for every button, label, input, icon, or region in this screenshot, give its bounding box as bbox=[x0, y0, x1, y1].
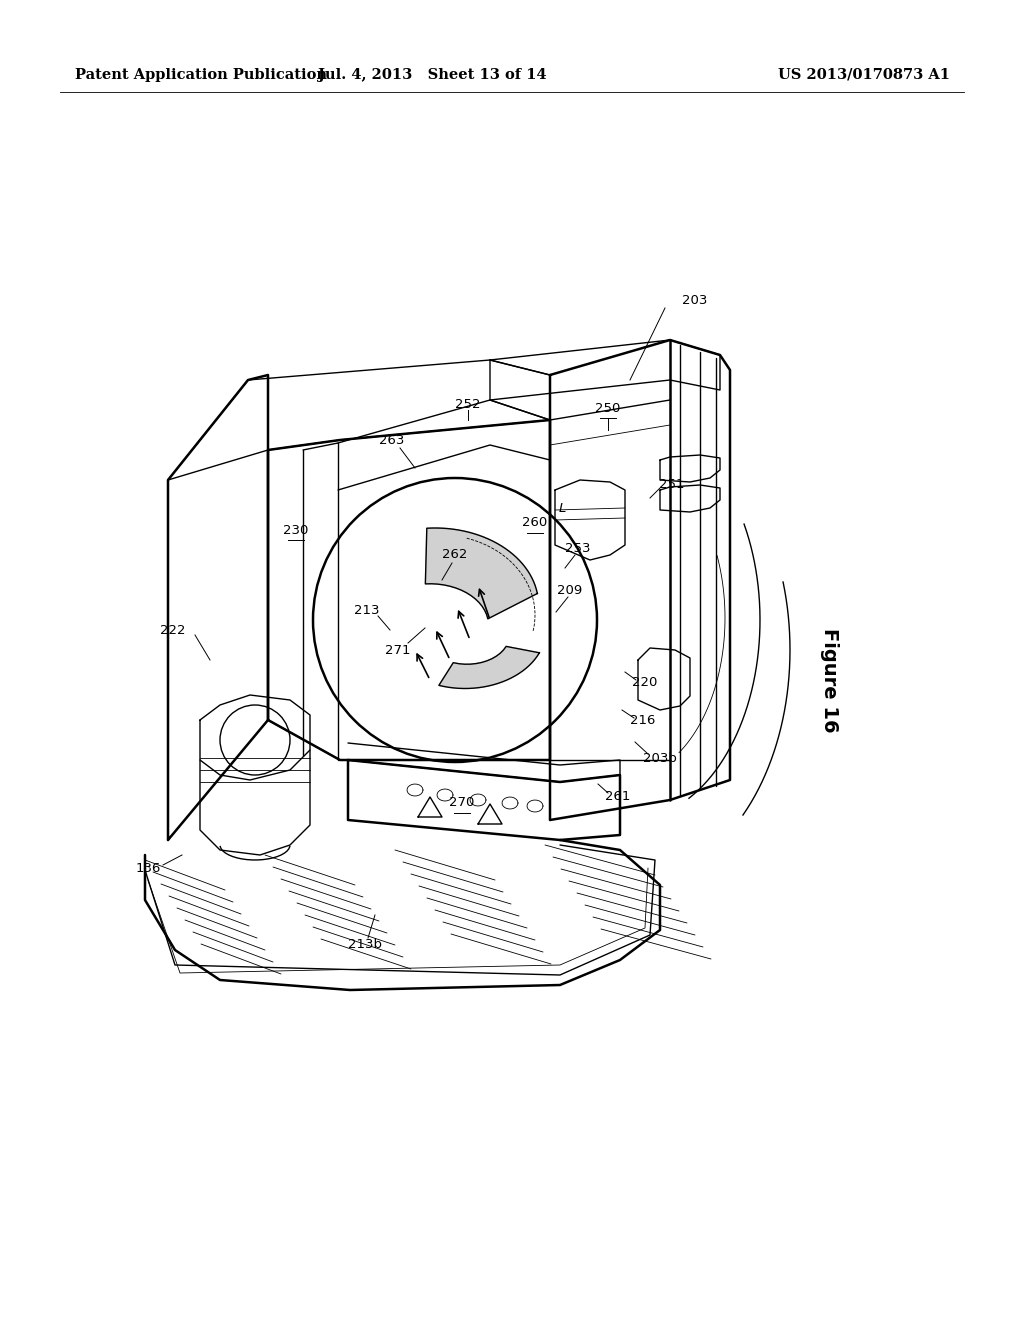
Text: 270: 270 bbox=[450, 796, 475, 809]
Text: Jul. 4, 2013   Sheet 13 of 14: Jul. 4, 2013 Sheet 13 of 14 bbox=[317, 69, 547, 82]
Text: Figure 16: Figure 16 bbox=[820, 628, 840, 733]
Text: 213: 213 bbox=[354, 603, 380, 616]
Text: 203: 203 bbox=[682, 293, 708, 306]
Text: 251: 251 bbox=[659, 478, 685, 491]
Text: 213b: 213b bbox=[348, 939, 382, 952]
Text: L: L bbox=[558, 502, 565, 515]
Text: 262: 262 bbox=[442, 549, 468, 561]
Polygon shape bbox=[439, 647, 540, 689]
Polygon shape bbox=[425, 528, 538, 619]
Text: 216: 216 bbox=[631, 714, 655, 726]
Text: 230: 230 bbox=[284, 524, 308, 536]
Text: 261: 261 bbox=[605, 789, 631, 803]
Text: 260: 260 bbox=[522, 516, 548, 529]
Text: 250: 250 bbox=[595, 401, 621, 414]
Text: 253: 253 bbox=[565, 541, 591, 554]
Text: 209: 209 bbox=[557, 583, 583, 597]
Text: 252: 252 bbox=[456, 397, 480, 411]
Text: 220: 220 bbox=[632, 676, 657, 689]
Text: US 2013/0170873 A1: US 2013/0170873 A1 bbox=[778, 69, 950, 82]
Text: 222: 222 bbox=[160, 623, 185, 636]
Text: 203b: 203b bbox=[643, 751, 677, 764]
Text: Patent Application Publication: Patent Application Publication bbox=[75, 69, 327, 82]
Text: 271: 271 bbox=[385, 644, 411, 656]
Text: 136: 136 bbox=[135, 862, 161, 874]
Text: 263: 263 bbox=[379, 433, 404, 446]
